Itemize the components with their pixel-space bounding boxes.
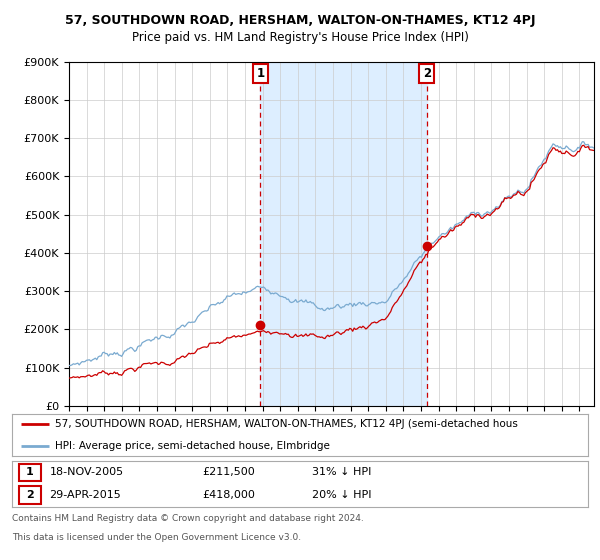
Text: 57, SOUTHDOWN ROAD, HERSHAM, WALTON-ON-THAMES, KT12 4PJ (semi-detached hous: 57, SOUTHDOWN ROAD, HERSHAM, WALTON-ON-T… [55,419,518,428]
FancyBboxPatch shape [19,464,41,481]
Text: £418,000: £418,000 [202,490,255,500]
FancyBboxPatch shape [19,486,41,503]
Text: 2: 2 [26,490,34,500]
Text: £211,500: £211,500 [202,468,255,477]
Text: 1: 1 [26,468,34,477]
Text: 2: 2 [423,67,431,80]
Text: Contains HM Land Registry data © Crown copyright and database right 2024.: Contains HM Land Registry data © Crown c… [12,514,364,523]
Text: 29-APR-2015: 29-APR-2015 [49,490,121,500]
Text: 20% ↓ HPI: 20% ↓ HPI [311,490,371,500]
Text: This data is licensed under the Open Government Licence v3.0.: This data is licensed under the Open Gov… [12,533,301,542]
Bar [260,62,427,406]
Text: HPI: Average price, semi-detached house, Elmbridge: HPI: Average price, semi-detached house,… [55,441,330,451]
Text: 31% ↓ HPI: 31% ↓ HPI [311,468,371,477]
Text: 1: 1 [256,67,265,80]
Text: Price paid vs. HM Land Registry's House Price Index (HPI): Price paid vs. HM Land Registry's House … [131,31,469,44]
Text: 18-NOV-2005: 18-NOV-2005 [49,468,124,477]
Text: 57, SOUTHDOWN ROAD, HERSHAM, WALTON-ON-THAMES, KT12 4PJ: 57, SOUTHDOWN ROAD, HERSHAM, WALTON-ON-T… [65,14,535,27]
